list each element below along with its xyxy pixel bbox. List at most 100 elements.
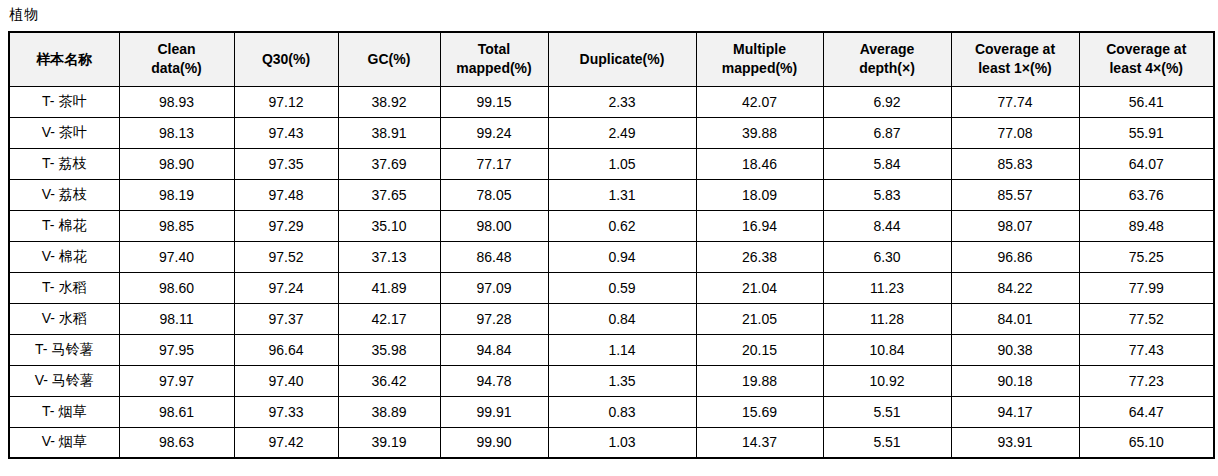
table-cell: 18.46 xyxy=(696,148,823,179)
table-cell: 77.43 xyxy=(1079,334,1214,365)
table-cell: 77.52 xyxy=(1079,303,1214,334)
column-header: Q30(%) xyxy=(234,32,338,86)
table-cell: 18.09 xyxy=(696,179,823,210)
table-cell: 11.23 xyxy=(823,272,951,303)
sample-name-cell: T- 水稻 xyxy=(9,272,119,303)
table-cell: 0.83 xyxy=(548,396,696,427)
column-header: 样本名称 xyxy=(9,32,119,86)
column-header: Coverage at least 4×(%) xyxy=(1079,32,1214,86)
table-cell: 36.42 xyxy=(338,365,440,396)
table-cell: 99.15 xyxy=(440,86,548,117)
sample-name-cell: T- 棉花 xyxy=(9,210,119,241)
table-cell: 90.38 xyxy=(951,334,1079,365)
table-cell: 97.09 xyxy=(440,272,548,303)
table-cell: 97.48 xyxy=(234,179,338,210)
table-cell: 0.62 xyxy=(548,210,696,241)
table-cell: 5.51 xyxy=(823,396,951,427)
table-cell: 41.89 xyxy=(338,272,440,303)
table-cell: 77.23 xyxy=(1079,365,1214,396)
table-cell: 77.08 xyxy=(951,117,1079,148)
table-cell: 85.57 xyxy=(951,179,1079,210)
table-cell: 5.84 xyxy=(823,148,951,179)
table-cell: 99.24 xyxy=(440,117,548,148)
table-cell: 98.07 xyxy=(951,210,1079,241)
table-row: V- 烟草98.6397.4239.1999.901.0314.375.5193… xyxy=(9,427,1214,458)
table-cell: 77.74 xyxy=(951,86,1079,117)
sample-name-cell: T- 荔枝 xyxy=(9,148,119,179)
sample-name-cell: V- 马铃薯 xyxy=(9,365,119,396)
table-cell: 6.92 xyxy=(823,86,951,117)
table-cell: 37.65 xyxy=(338,179,440,210)
table-cell: 0.94 xyxy=(548,241,696,272)
table-body: T- 茶叶98.9397.1238.9299.152.3342.076.9277… xyxy=(9,86,1214,458)
table-cell: 99.90 xyxy=(440,427,548,458)
table-cell: 98.19 xyxy=(119,179,234,210)
table-cell: 35.10 xyxy=(338,210,440,241)
page: 植物 样本名称Clean data(%)Q30(%)GC(%)Total map… xyxy=(0,0,1218,459)
table-cell: 84.01 xyxy=(951,303,1079,334)
table-cell: 98.90 xyxy=(119,148,234,179)
table-cell: 98.63 xyxy=(119,427,234,458)
page-title: 植物 xyxy=(9,5,1210,23)
column-header: Average depth(×) xyxy=(823,32,951,86)
table-cell: 11.28 xyxy=(823,303,951,334)
table-cell: 77.17 xyxy=(440,148,548,179)
column-header: Coverage at least 1×(%) xyxy=(951,32,1079,86)
column-header: Clean data(%) xyxy=(119,32,234,86)
table-cell: 97.95 xyxy=(119,334,234,365)
table-cell: 10.92 xyxy=(823,365,951,396)
table-cell: 97.52 xyxy=(234,241,338,272)
table-cell: 97.40 xyxy=(234,365,338,396)
table-cell: 64.47 xyxy=(1079,396,1214,427)
table-cell: 85.83 xyxy=(951,148,1079,179)
table-cell: 15.69 xyxy=(696,396,823,427)
table-cell: 94.17 xyxy=(951,396,1079,427)
table-cell: 42.07 xyxy=(696,86,823,117)
table-cell: 97.12 xyxy=(234,86,338,117)
table-row: V- 水稻98.1197.3742.1797.280.8421.0511.288… xyxy=(9,303,1214,334)
table-cell: 6.87 xyxy=(823,117,951,148)
table-cell: 0.59 xyxy=(548,272,696,303)
table-cell: 8.44 xyxy=(823,210,951,241)
table-cell: 2.33 xyxy=(548,86,696,117)
column-header: Multiple mapped(%) xyxy=(696,32,823,86)
sample-name-cell: T- 马铃薯 xyxy=(9,334,119,365)
table-cell: 14.37 xyxy=(696,427,823,458)
table-row: T- 茶叶98.9397.1238.9299.152.3342.076.9277… xyxy=(9,86,1214,117)
table-cell: 2.49 xyxy=(548,117,696,148)
table-cell: 96.86 xyxy=(951,241,1079,272)
table-cell: 93.91 xyxy=(951,427,1079,458)
table-row: V- 荔枝98.1997.4837.6578.051.3118.095.8385… xyxy=(9,179,1214,210)
table-row: T- 荔枝98.9097.3537.6977.171.0518.465.8485… xyxy=(9,148,1214,179)
table-cell: 0.84 xyxy=(548,303,696,334)
sample-name-cell: V- 烟草 xyxy=(9,427,119,458)
table-cell: 56.41 xyxy=(1079,86,1214,117)
table-cell: 5.83 xyxy=(823,179,951,210)
table-cell: 89.48 xyxy=(1079,210,1214,241)
table-cell: 77.99 xyxy=(1079,272,1214,303)
table-cell: 99.91 xyxy=(440,396,548,427)
table-cell: 1.14 xyxy=(548,334,696,365)
table-cell: 97.37 xyxy=(234,303,338,334)
table-cell: 21.04 xyxy=(696,272,823,303)
table-cell: 98.85 xyxy=(119,210,234,241)
table-row: T- 棉花98.8597.2935.1098.000.6216.948.4498… xyxy=(9,210,1214,241)
table-row: T- 水稻98.6097.2441.8997.090.5921.0411.238… xyxy=(9,272,1214,303)
table-row: T- 马铃薯97.9596.6435.9894.841.1420.1510.84… xyxy=(9,334,1214,365)
table-cell: 96.64 xyxy=(234,334,338,365)
sample-name-cell: V- 水稻 xyxy=(9,303,119,334)
table-cell: 97.35 xyxy=(234,148,338,179)
table-cell: 38.89 xyxy=(338,396,440,427)
table-cell: 39.88 xyxy=(696,117,823,148)
table-cell: 64.07 xyxy=(1079,148,1214,179)
table-row: V- 茶叶98.1397.4338.9199.242.4939.886.8777… xyxy=(9,117,1214,148)
table-cell: 10.84 xyxy=(823,334,951,365)
table-cell: 98.61 xyxy=(119,396,234,427)
table-cell: 42.17 xyxy=(338,303,440,334)
table-cell: 5.51 xyxy=(823,427,951,458)
table-cell: 84.22 xyxy=(951,272,1079,303)
table-cell: 97.40 xyxy=(119,241,234,272)
table-cell: 97.33 xyxy=(234,396,338,427)
table-cell: 1.03 xyxy=(548,427,696,458)
sample-name-cell: T- 茶叶 xyxy=(9,86,119,117)
